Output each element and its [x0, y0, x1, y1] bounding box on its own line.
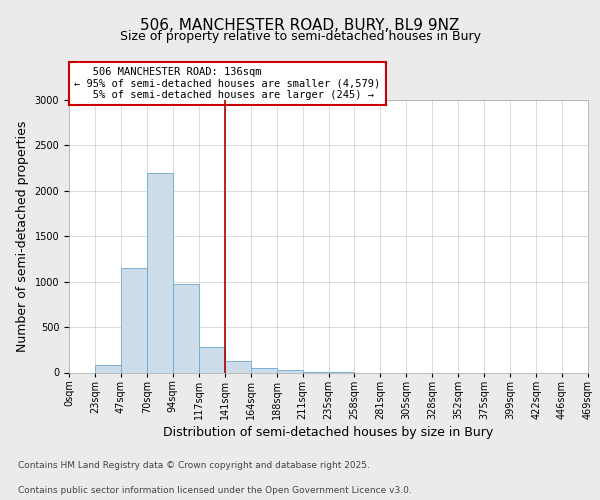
X-axis label: Distribution of semi-detached houses by size in Bury: Distribution of semi-detached houses by … [163, 426, 494, 439]
Text: 506, MANCHESTER ROAD, BURY, BL9 9NZ: 506, MANCHESTER ROAD, BURY, BL9 9NZ [140, 18, 460, 32]
Text: Contains HM Land Registry data © Crown copyright and database right 2025.: Contains HM Land Registry data © Crown c… [18, 461, 370, 470]
Bar [173, 284, 199, 372]
Bar [225, 360, 251, 372]
Y-axis label: Number of semi-detached properties: Number of semi-detached properties [16, 120, 29, 352]
Bar [121, 268, 147, 372]
Bar [251, 368, 277, 372]
Bar [277, 370, 302, 372]
Text: Size of property relative to semi-detached houses in Bury: Size of property relative to semi-detach… [119, 30, 481, 43]
Text: Contains public sector information licensed under the Open Government Licence v3: Contains public sector information licen… [18, 486, 412, 495]
Bar [95, 365, 121, 372]
Bar [147, 172, 173, 372]
Text: 506 MANCHESTER ROAD: 136sqm
← 95% of semi-detached houses are smaller (4,579)
  : 506 MANCHESTER ROAD: 136sqm ← 95% of sem… [74, 67, 380, 100]
Bar [199, 347, 224, 372]
